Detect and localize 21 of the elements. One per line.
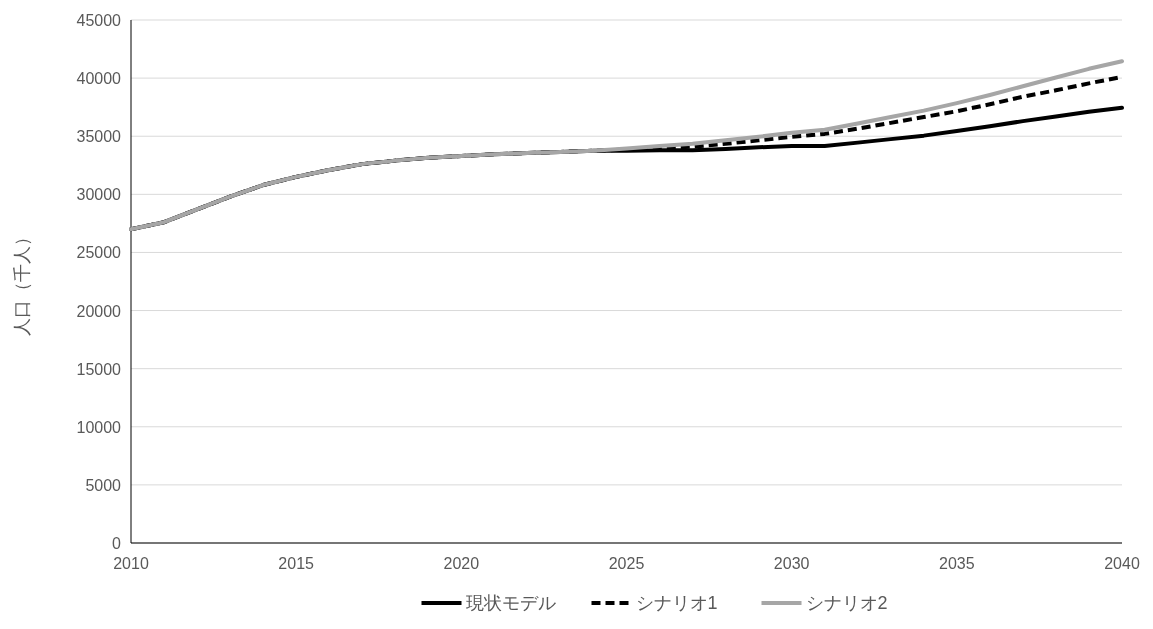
y-axis-title: 人口（千人） <box>12 227 32 336</box>
y-tick-label: 35000 <box>76 128 122 146</box>
y-tick-label: 15000 <box>76 360 122 378</box>
x-tick-label: 2015 <box>278 555 315 572</box>
y-tick-label: 40000 <box>76 70 122 88</box>
legend-label: シナリオ1 <box>635 593 718 613</box>
legend-label: 現状モデル <box>465 593 556 613</box>
x-tick-label: 2040 <box>1104 555 1140 572</box>
x-tick-label: 2035 <box>939 555 975 572</box>
legend-label: シナリオ2 <box>805 593 888 613</box>
y-tick-label: 0 <box>112 535 122 552</box>
y-tick-label: 25000 <box>76 244 122 262</box>
x-tick-label: 2025 <box>608 555 645 572</box>
y-tick-label: 10000 <box>76 418 122 436</box>
x-tick-label: 2030 <box>773 555 810 572</box>
x-tick-label: 2020 <box>443 555 480 572</box>
y-tick-label: 5000 <box>85 476 122 494</box>
y-tick-label: 30000 <box>76 186 122 204</box>
x-tick-label: 2010 <box>113 555 149 572</box>
y-tick-label: 20000 <box>76 302 122 320</box>
y-tick-label: 45000 <box>76 12 122 29</box>
